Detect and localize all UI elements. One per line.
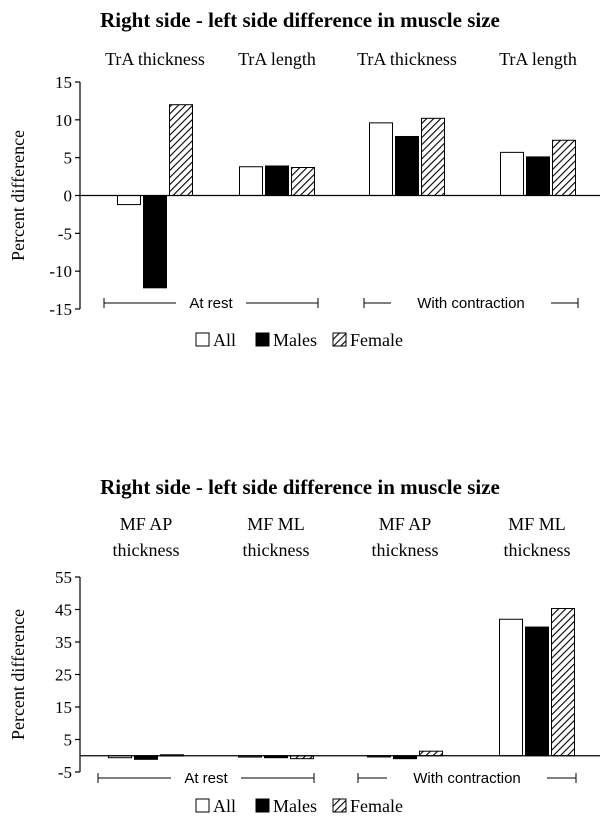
category-label: TrA length <box>238 49 316 69</box>
y-tick-label: 0 <box>64 187 73 206</box>
y-tick-label: 5 <box>64 149 73 168</box>
category-label: thickness <box>372 540 439 560</box>
bar <box>169 104 193 196</box>
bar <box>419 750 443 757</box>
chart-top: Right side - left side difference in mus… <box>8 8 600 350</box>
y-tick-label: -10 <box>49 262 72 281</box>
legend-label: All <box>213 796 236 816</box>
bar <box>499 618 523 757</box>
y-tick-label: 55 <box>55 568 72 587</box>
bar <box>421 117 445 196</box>
y-tick-label: 5 <box>64 731 73 750</box>
legend-swatch <box>332 332 347 347</box>
y-tick-label: -5 <box>58 224 72 243</box>
category-label: MF ML <box>247 514 305 534</box>
y-tick-label: 45 <box>55 601 72 620</box>
legend-label: Males <box>273 796 317 816</box>
y-tick-label: -5 <box>58 763 72 782</box>
legend-swatch <box>255 798 270 813</box>
category-label: MF AP <box>379 514 432 534</box>
chart-title: Right side - left side difference in mus… <box>100 475 500 499</box>
y-axis-label: Percent difference <box>8 130 28 261</box>
category-label: TrA thickness <box>357 49 457 69</box>
category-label: thickness <box>504 540 571 560</box>
bar <box>500 151 524 196</box>
bar <box>291 167 315 196</box>
legend-swatch <box>195 798 210 813</box>
bar <box>551 608 575 757</box>
category-label: MF ML <box>508 514 566 534</box>
y-axis-label: Percent difference <box>8 609 28 740</box>
bar <box>265 165 289 197</box>
legend-swatch <box>195 332 210 347</box>
y-tick-label: 15 <box>55 73 72 92</box>
y-tick-label: -15 <box>49 300 72 319</box>
bar <box>143 195 167 289</box>
category-label: MF AP <box>120 514 173 534</box>
category-label: thickness <box>113 540 180 560</box>
group-label: At rest <box>189 295 233 312</box>
y-tick-label: 10 <box>55 111 72 130</box>
group-label: With contraction <box>417 295 525 312</box>
category-label: TrA length <box>499 49 577 69</box>
category-label: thickness <box>243 540 310 560</box>
y-tick-label: 25 <box>55 666 72 685</box>
group-label: At rest <box>184 770 228 787</box>
y-tick-label: 15 <box>55 698 72 717</box>
legend-label: Female <box>350 330 403 350</box>
bar <box>369 122 393 196</box>
y-tick-label: 35 <box>55 633 72 652</box>
group-label: With contraction <box>413 770 521 787</box>
legend-label: All <box>213 330 236 350</box>
bar <box>117 195 141 206</box>
bar <box>525 626 549 757</box>
legend-label: Males <box>273 330 317 350</box>
legend-swatch <box>332 798 347 813</box>
bar <box>526 156 550 197</box>
bar <box>239 166 263 197</box>
chart-title: Right side - left side difference in mus… <box>100 8 500 32</box>
bar <box>395 135 419 196</box>
chart-bottom: Right side - left side difference in mus… <box>8 475 600 816</box>
legend-label: Female <box>350 796 403 816</box>
legend-swatch <box>255 332 270 347</box>
bar <box>552 139 576 197</box>
category-label: TrA thickness <box>105 49 205 69</box>
